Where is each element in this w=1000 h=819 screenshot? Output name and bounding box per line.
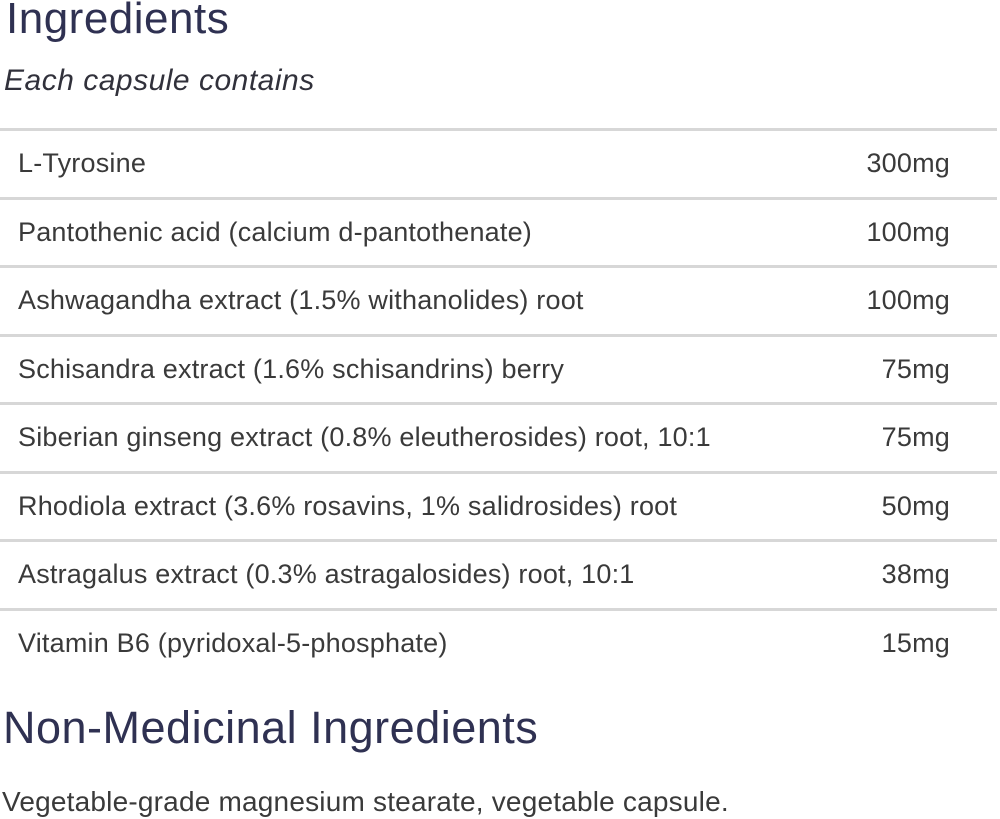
ingredient-amount: 50mg — [881, 490, 950, 521]
ingredient-name: Astragalus extract (0.3% astragalosides)… — [18, 559, 635, 590]
ingredient-amount: 100mg — [866, 285, 950, 316]
table-row: Pantothenic acid (calcium d-pantothenate… — [0, 196, 997, 266]
ingredient-amount: 100mg — [866, 216, 950, 247]
ingredient-name: Schisandra extract (1.6% schisandrins) b… — [18, 353, 565, 384]
table-row: Siberian ginseng extract (0.8% eleuthero… — [0, 402, 997, 471]
ingredient-amount: 38mg — [881, 559, 950, 590]
table-row: Rhodiola extract (3.6% rosavins, 1% sali… — [0, 470, 997, 540]
ingredients-table: L-Tyrosine 300mg Pantothenic acid (calcium… — [0, 128, 997, 676]
ingredient-amount: 75mg — [881, 353, 950, 384]
ingredient-name: L-Tyrosine — [18, 148, 147, 179]
table-row: Schisandra extract (1.6% schisandrins) b… — [0, 333, 997, 403]
table-row: Astragalus extract (0.3% astragalosides)… — [0, 539, 997, 608]
ingredient-amount: 15mg — [881, 627, 950, 658]
non-medicinal-heading: Non-Medicinal Ingredients — [3, 702, 539, 753]
ingredient-name: Vitamin B6 (pyridoxal-5-phosphate) — [18, 627, 448, 658]
capsule-contains-subtitle: Each capsule contains — [4, 64, 315, 97]
ingredients-heading: Ingredients — [6, 0, 230, 43]
table-row: L-Tyrosine 300mg — [0, 128, 997, 197]
table-row: Ashwagandha extract (1.5% withanolides) … — [0, 265, 997, 334]
ingredient-amount: 75mg — [881, 422, 950, 453]
ingredient-name: Rhodiola extract (3.6% rosavins, 1% sali… — [18, 490, 678, 521]
table-row: Vitamin B6 (pyridoxal-5-phosphate) 15mg — [0, 607, 997, 677]
ingredient-name: Ashwagandha extract (1.5% withanolides) … — [18, 285, 584, 316]
non-medicinal-text: Vegetable-grade magnesium stearate, vege… — [2, 786, 729, 817]
ingredient-amount: 300mg — [866, 148, 950, 179]
ingredient-name: Siberian ginseng extract (0.8% eleuthero… — [18, 422, 711, 453]
ingredient-name: Pantothenic acid (calcium d-pantothenate… — [18, 216, 533, 247]
